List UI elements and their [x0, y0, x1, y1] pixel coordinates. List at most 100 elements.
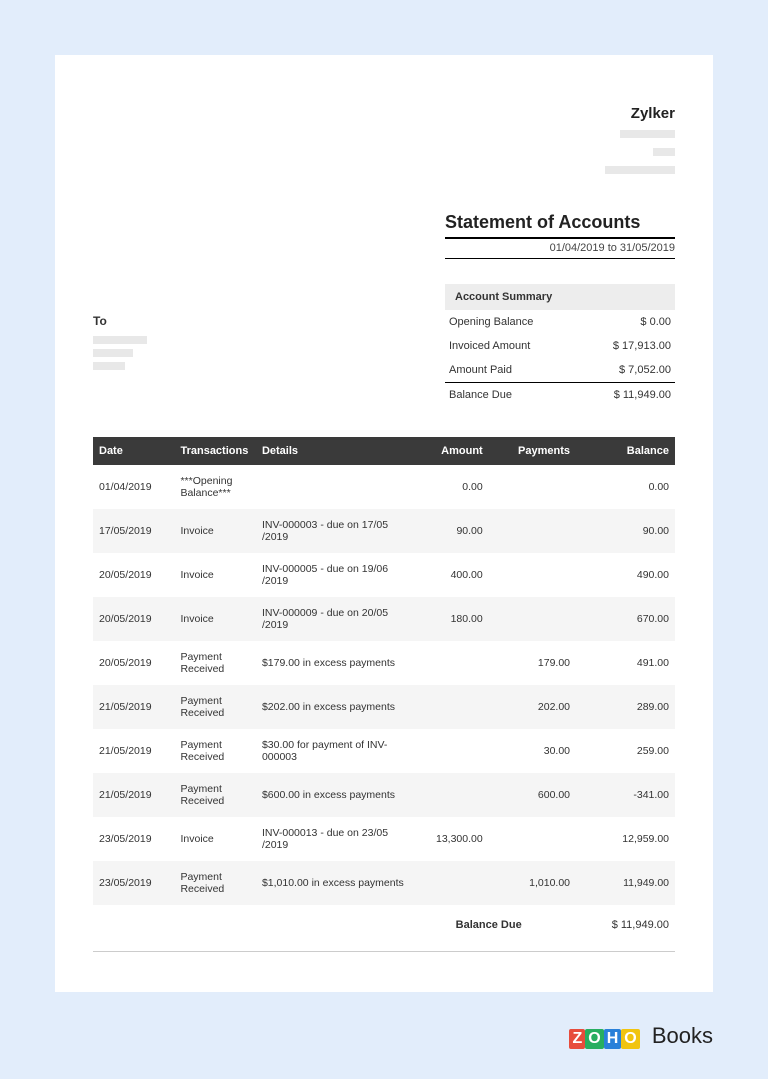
statement-title: Statement of Accounts: [445, 212, 675, 239]
table-cell: [489, 817, 576, 861]
table-cell: $30.00 for payment of INV-000003: [256, 729, 413, 773]
table-cell: $179.00 in excess payments: [256, 641, 413, 685]
to-section: To: [93, 284, 445, 407]
table-cell: 490.00: [576, 553, 675, 597]
summary-label: Opening Balance: [449, 316, 533, 328]
balance-due-label: Balance Due: [456, 919, 522, 931]
table-cell: 23/05/2019: [93, 817, 174, 861]
table-cell: Invoice: [174, 553, 255, 597]
zoho-logo-icon: ZOHO: [569, 1023, 639, 1049]
summary-row-balance-due: Balance Due $ 11,949.00: [445, 383, 675, 407]
table-cell: 12,959.00: [576, 817, 675, 861]
table-row: 23/05/2019Payment Received$1,010.00 in e…: [93, 861, 675, 905]
table-row: 23/05/2019InvoiceINV-000013 - due on 23/…: [93, 817, 675, 861]
table-cell: [489, 509, 576, 553]
table-cell: 21/05/2019: [93, 773, 174, 817]
table-cell: 01/04/2019: [93, 465, 174, 509]
table-cell: Payment Received: [174, 685, 255, 729]
table-cell: $600.00 in excess payments: [256, 773, 413, 817]
placeholder-line: [93, 349, 133, 357]
date-range: 01/04/2019 to 31/05/2019: [445, 242, 675, 259]
summary-value: $ 7,052.00: [619, 364, 671, 376]
summary-row: Amount Paid $ 7,052.00: [445, 358, 675, 383]
table-cell: Invoice: [174, 817, 255, 861]
table-cell: 23/05/2019: [93, 861, 174, 905]
table-cell: Payment Received: [174, 861, 255, 905]
table-cell: 600.00: [489, 773, 576, 817]
column-header: Transactions: [174, 437, 255, 465]
account-summary: Account Summary Opening Balance $ 0.00 I…: [445, 284, 675, 407]
column-header: Amount: [413, 437, 489, 465]
column-header: Date: [93, 437, 174, 465]
table-cell: INV-000003 - due on 17/05 /2019: [256, 509, 413, 553]
table-header: DateTransactionsDetailsAmountPaymentsBal…: [93, 437, 675, 465]
table-cell: Payment Received: [174, 773, 255, 817]
table-cell: 21/05/2019: [93, 685, 174, 729]
table-cell: [489, 553, 576, 597]
summary-row: Invoiced Amount $ 17,913.00: [445, 334, 675, 358]
table-row: 20/05/2019InvoiceINV-000009 - due on 20/…: [93, 597, 675, 641]
table-cell: ***Opening Balance***: [174, 465, 255, 509]
table-cell: 670.00: [576, 597, 675, 641]
table-cell: INV-000005 - due on 19/06 /2019: [256, 553, 413, 597]
balance-due-value: $ 11,949.00: [612, 919, 669, 931]
table-cell: 21/05/2019: [93, 729, 174, 773]
table-cell: 180.00: [413, 597, 489, 641]
table-cell: 202.00: [489, 685, 576, 729]
table-cell: 13,300.00: [413, 817, 489, 861]
table-cell: [413, 641, 489, 685]
table-row: 21/05/2019Payment Received$600.00 in exc…: [93, 773, 675, 817]
table-cell: Invoice: [174, 509, 255, 553]
to-label: To: [93, 314, 445, 328]
to-placeholder: [93, 336, 445, 370]
table-cell: [489, 597, 576, 641]
column-header: Balance: [576, 437, 675, 465]
mid-row: To Account Summary Opening Balance $ 0.0…: [93, 284, 675, 407]
company-header: Zylker: [93, 105, 675, 182]
table-row: 17/05/2019InvoiceINV-000003 - due on 17/…: [93, 509, 675, 553]
table-cell: 20/05/2019: [93, 641, 174, 685]
title-section: Statement of Accounts 01/04/2019 to 31/0…: [445, 212, 675, 259]
table-cell: 17/05/2019: [93, 509, 174, 553]
table-cell: [413, 861, 489, 905]
table-cell: 90.00: [576, 509, 675, 553]
table-cell: 11,949.00: [576, 861, 675, 905]
table-cell: 491.00: [576, 641, 675, 685]
table-cell: [413, 773, 489, 817]
placeholder-line: [620, 130, 675, 138]
balance-due-line: Balance Due $ 11,949.00: [93, 905, 675, 952]
table-cell: 20/05/2019: [93, 597, 174, 641]
company-name: Zylker: [93, 105, 675, 122]
placeholder-line: [93, 362, 125, 370]
footer-logo: ZOHO Books: [55, 1022, 713, 1049]
table-cell: INV-000013 - due on 23/05 /2019: [256, 817, 413, 861]
summary-label: Balance Due: [449, 389, 512, 401]
placeholder-line: [605, 166, 675, 174]
table-row: 01/04/2019***Opening Balance***0.000.00: [93, 465, 675, 509]
transactions-table: DateTransactionsDetailsAmountPaymentsBal…: [93, 437, 675, 905]
placeholder-line: [93, 336, 147, 344]
summary-row: Opening Balance $ 0.00: [445, 310, 675, 334]
table-cell: $202.00 in excess payments: [256, 685, 413, 729]
column-header: Payments: [489, 437, 576, 465]
table-cell: 30.00: [489, 729, 576, 773]
placeholder-line: [653, 148, 675, 156]
summary-value: $ 0.00: [640, 316, 671, 328]
brand-text: Books: [652, 1023, 713, 1048]
table-cell: Invoice: [174, 597, 255, 641]
table-cell: -341.00: [576, 773, 675, 817]
table-cell: [489, 465, 576, 509]
table-row: 20/05/2019InvoiceINV-000005 - due on 19/…: [93, 553, 675, 597]
table-cell: [256, 465, 413, 509]
table-cell: 289.00: [576, 685, 675, 729]
statement-document: Zylker Statement of Accounts 01/04/2019 …: [55, 55, 713, 992]
table-cell: 1,010.00: [489, 861, 576, 905]
table-cell: 90.00: [413, 509, 489, 553]
table-row: 21/05/2019Payment Received$202.00 in exc…: [93, 685, 675, 729]
column-header: Details: [256, 437, 413, 465]
table-cell: 259.00: [576, 729, 675, 773]
table-cell: $1,010.00 in excess payments: [256, 861, 413, 905]
table-cell: 20/05/2019: [93, 553, 174, 597]
table-cell: Payment Received: [174, 641, 255, 685]
summary-value: $ 11,949.00: [614, 389, 671, 401]
